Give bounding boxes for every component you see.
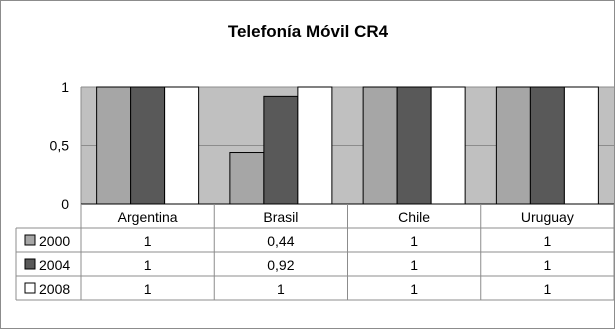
data-label-2004-chile: 1 — [410, 257, 418, 273]
legend-key-2008 — [24, 282, 36, 294]
data-label-2000-brasil: 0,44 — [267, 233, 294, 249]
bar-2008-brasil — [297, 86, 333, 205]
y-tick-label: 1 — [61, 79, 69, 95]
bar-2004-uruguay — [529, 86, 565, 205]
data-label-2004-uruguay: 1 — [543, 257, 551, 273]
data-label-2004-argentina: 1 — [144, 257, 152, 273]
bar-2004-argentina — [130, 86, 166, 205]
data-label-2008-uruguay: 1 — [543, 281, 551, 297]
y-tick-label: 0,5 — [50, 138, 70, 154]
bar-2000-argentina — [96, 86, 132, 205]
category-label-chile: Chile — [398, 209, 430, 225]
bar-2008-uruguay — [563, 86, 599, 205]
bar-2008-argentina — [164, 86, 200, 205]
data-label-2008-chile: 1 — [410, 281, 418, 297]
bar-2008-chile — [430, 86, 466, 205]
bar-2004-brasil — [263, 95, 299, 205]
data-label-2000-chile: 1 — [410, 233, 418, 249]
category-label-argentina: Argentina — [118, 209, 178, 225]
legend-label-2000: 2000 — [39, 233, 70, 249]
data-label-2008-argentina: 1 — [144, 281, 152, 297]
data-label-2008-brasil: 1 — [277, 281, 285, 297]
data-label-2000-argentina: 1 — [144, 233, 152, 249]
legend-label-2008: 2008 — [39, 281, 70, 297]
category-label-brasil: Brasil — [263, 209, 298, 225]
bar-2004-chile — [396, 86, 432, 205]
y-tick-label: 0 — [61, 196, 69, 212]
data-label-2000-uruguay: 1 — [543, 233, 551, 249]
category-label-uruguay: Uruguay — [521, 209, 574, 225]
bar-2000-chile — [362, 86, 398, 205]
legend-key-2000 — [24, 234, 36, 246]
data-label-2004-brasil: 0,92 — [267, 257, 294, 273]
bar-2000-brasil — [229, 152, 265, 205]
legend-key-2004 — [24, 258, 36, 270]
bar-2000-uruguay — [495, 86, 531, 205]
legend-label-2004: 2004 — [39, 257, 70, 273]
chart-title: Telefonía Móvil CR4 — [227, 22, 389, 41]
